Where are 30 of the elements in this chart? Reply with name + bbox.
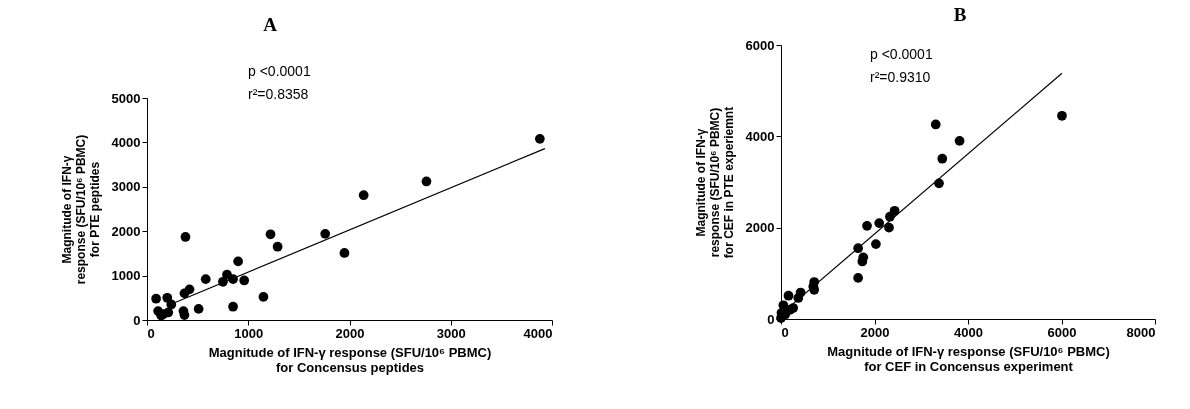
y-tick-label: 2000	[745, 220, 775, 236]
y-tick-label: 3000	[111, 179, 141, 195]
y-tick-label: 1000	[111, 268, 141, 284]
annotation: p <0.0001	[870, 46, 933, 62]
y-tick-label: 6000	[745, 37, 775, 53]
y-tick-label: 4000	[745, 128, 775, 144]
y-tick-label: 0	[133, 312, 141, 328]
x-axis-title: Magnitude of IFN-γ response (SFU/10⁶ PBMC) for Concensus peptides	[208, 344, 492, 375]
x-tick-label: 4000	[523, 325, 553, 341]
text: p <0.0001	[248, 63, 311, 79]
x-tick-label: 2000	[335, 325, 365, 341]
x-axis-title: Magnitude of IFN-γ response (SFU/10⁶ PBMC) for CEF in Concensus experiment	[827, 343, 1110, 374]
y-tick-label: 5000	[111, 90, 141, 106]
annotation: r²=0.8358	[248, 86, 309, 102]
x-tick-label: 2000	[860, 324, 890, 340]
y-tick-label: 2000	[111, 223, 141, 239]
chart-title: B	[953, 4, 967, 25]
y-tick-label: 4000	[111, 134, 141, 150]
x-tick-label: 0	[781, 324, 789, 340]
x-tick-label: 8000	[1126, 324, 1156, 340]
y-tick-label: 0	[767, 311, 775, 327]
x-tick-label: 0	[147, 325, 155, 341]
x-tick-label: 4000	[954, 324, 983, 340]
y-axis-title: Magnitude of IFN-γ response (SFU/10⁶ PBMC) for PTE peptides	[59, 134, 102, 285]
chart-title: A	[263, 14, 278, 35]
x-tick-label: 3000	[436, 325, 466, 341]
x-tick-label: 1000	[234, 325, 264, 341]
y-axis-title: Magnitude of IFN-γ response (SFU/10⁶ PBMC) for CEF in PTE experiemnt	[693, 106, 736, 259]
x-tick-label: 6000	[1047, 324, 1077, 340]
annotation: r²=0.9310	[870, 69, 931, 85]
